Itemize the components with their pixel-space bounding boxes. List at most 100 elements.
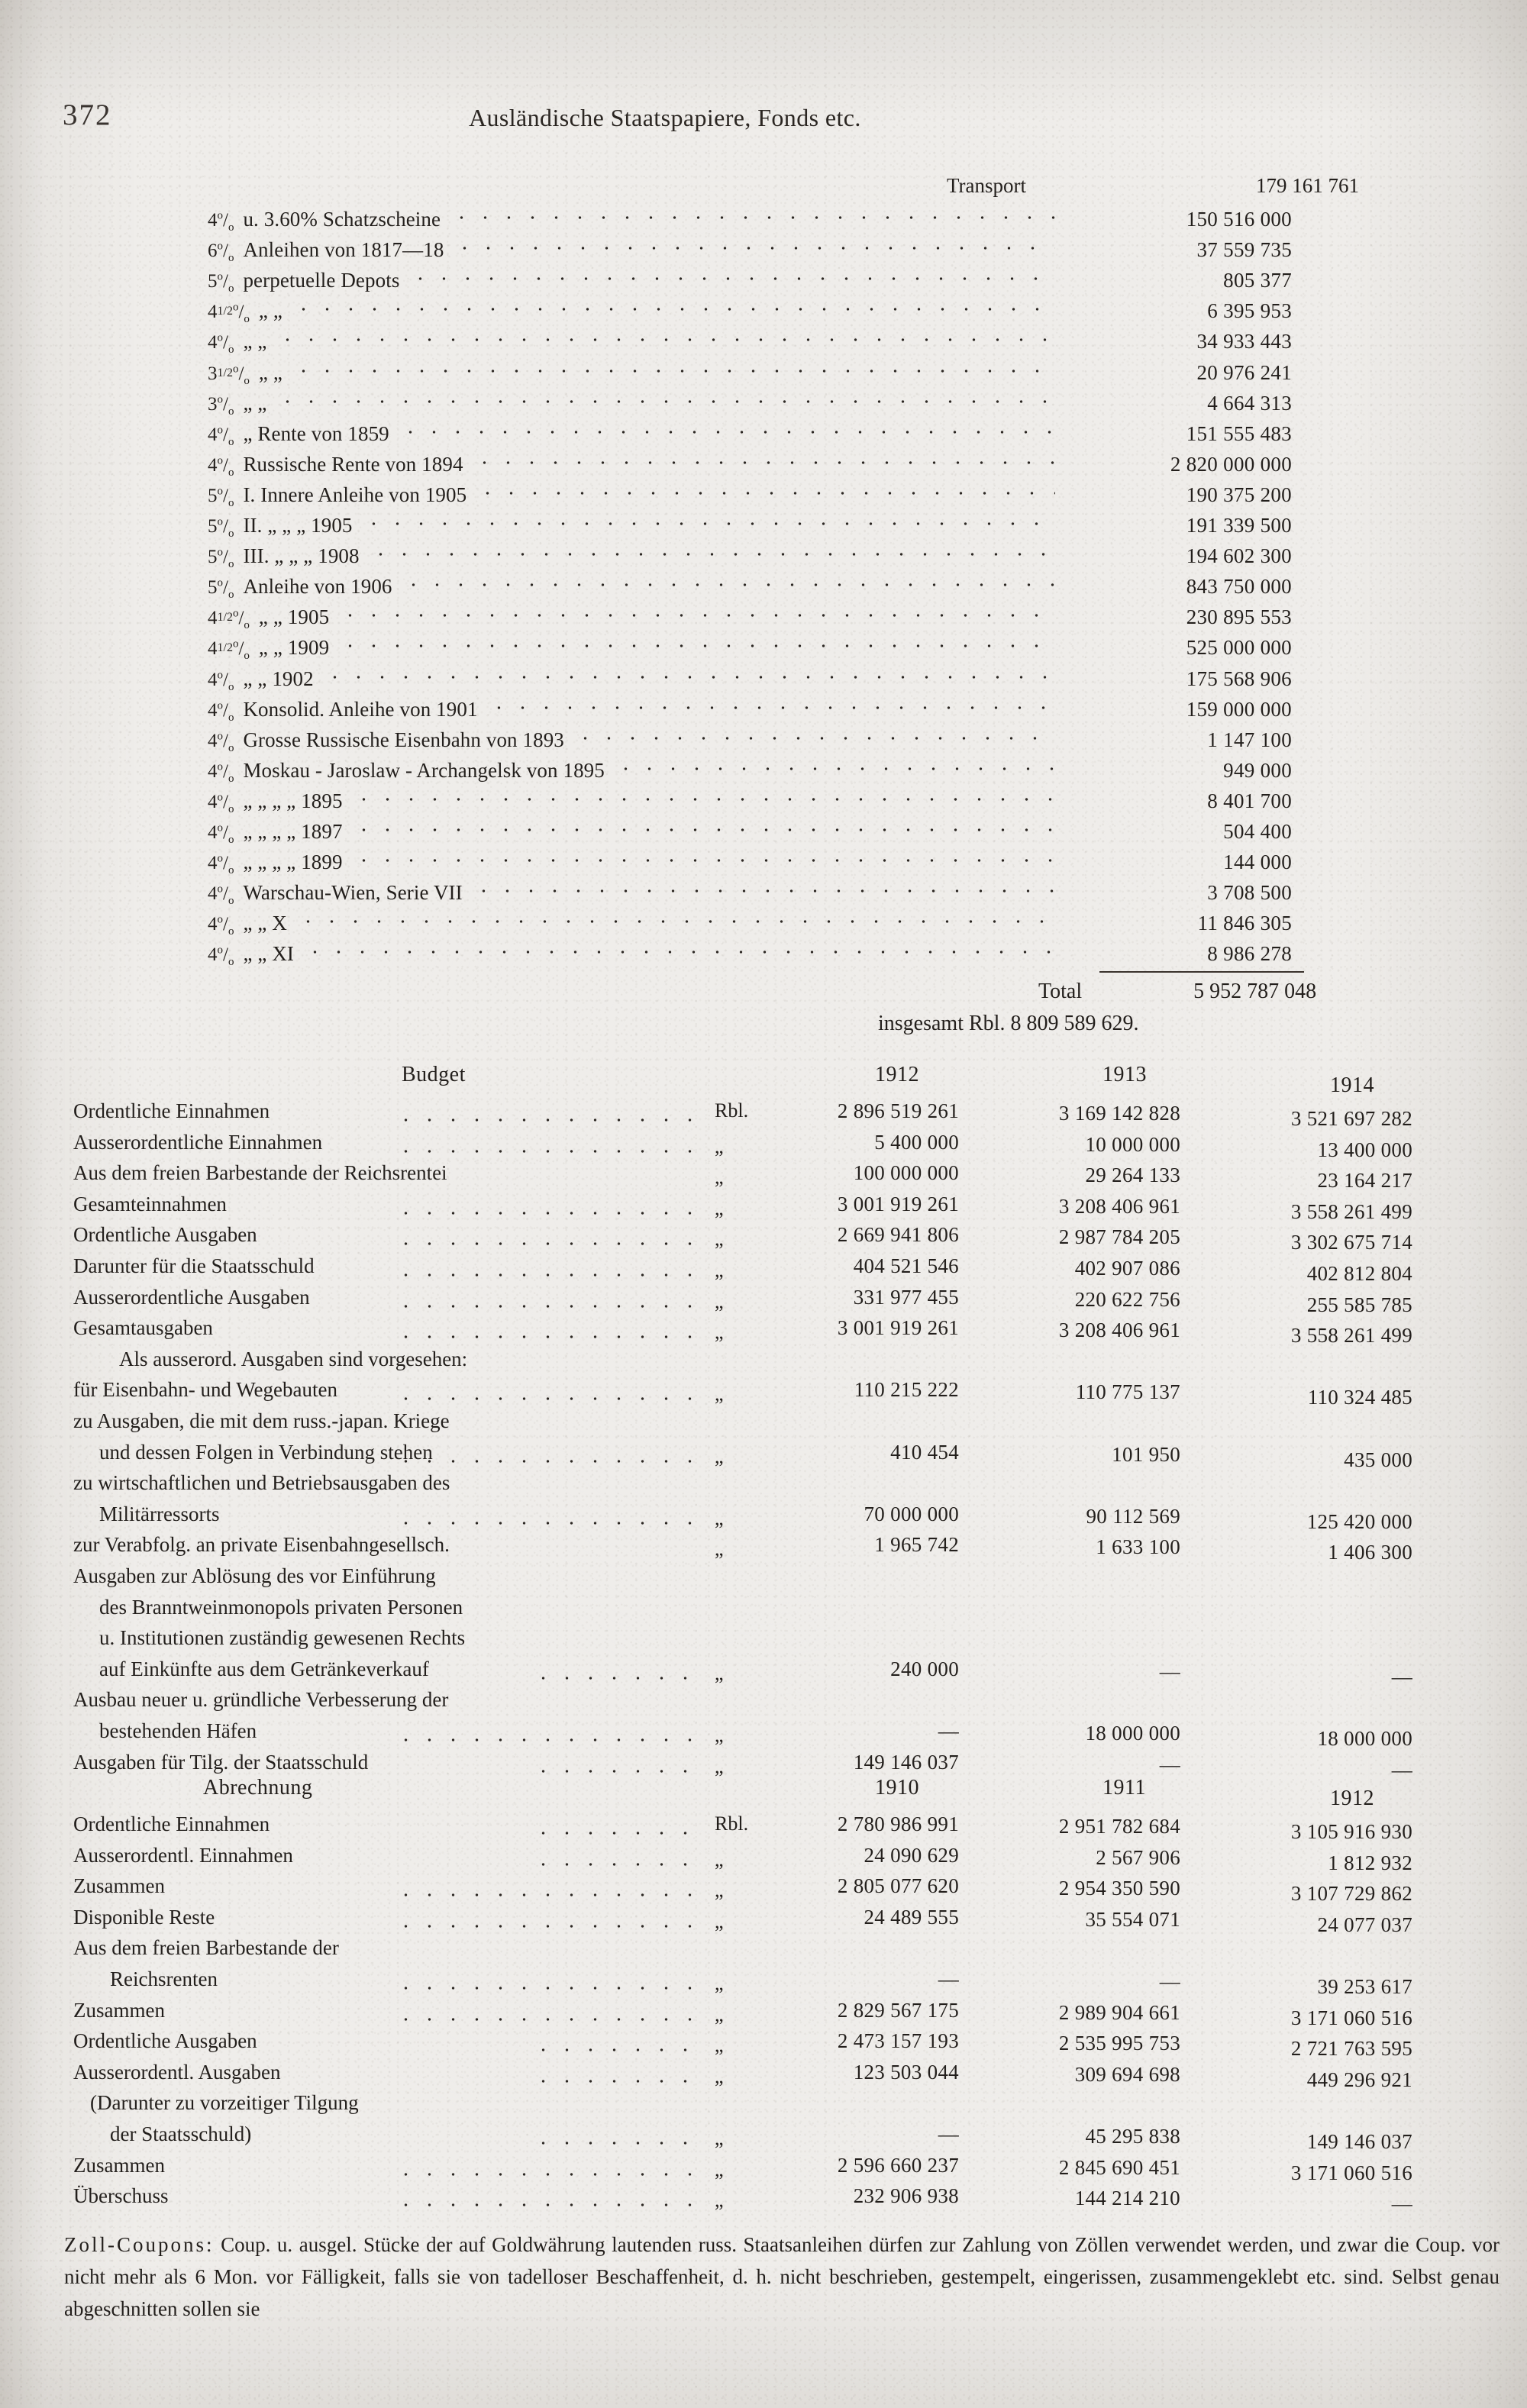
security-amount: 34 933 443	[1196, 330, 1292, 353]
column-year-header: 1912	[1330, 1787, 1374, 1810]
table-cell: —	[938, 1967, 959, 1990]
security-label: Moskau - Jaroslaw - Archangelsk von 1895	[243, 758, 605, 782]
budget-table: Budget 1912 1913 1914 Ordentliche Einnahmen R…	[73, 1063, 1493, 1781]
table-row: zur Verabfolg. an private Eisenbahngesel…	[73, 1533, 1493, 1564]
dot-leader	[394, 1736, 692, 1744]
dot-leader	[408, 275, 1055, 283]
security-rate: 4o/o	[208, 913, 234, 938]
row-label: Gesamtausgaben	[73, 1316, 213, 1340]
column-year-header: 1911	[1102, 1776, 1146, 1800]
security-amount: 11 846 305	[1197, 912, 1292, 935]
table-cell: —	[1391, 2192, 1412, 2216]
row-label: Zusammen	[73, 2153, 165, 2177]
security-label: „ „ „ „ 1899	[243, 851, 343, 874]
page-folio-number: 372	[63, 98, 112, 131]
row-unit: „	[715, 1972, 724, 1994]
table-cell: 2 473 157 193	[837, 2029, 959, 2053]
security-row: 4o/o „ „ XI 8 986 278	[208, 942, 1292, 968]
dot-leader	[361, 520, 1055, 528]
table-row: Zusammen „ 2 829 567 175 2 989 904 661 3 171…	[73, 1999, 1493, 2030]
total-line: Total 5 952 787 048	[1038, 980, 1316, 1004]
row-unit: „	[715, 1661, 724, 1684]
table-row: Aus dem freien Barbestande der Reichsren…	[73, 1161, 1493, 1193]
dot-leader	[531, 1767, 692, 1775]
transport-value: 179 161 761	[1256, 174, 1359, 197]
dot-leader	[472, 458, 1055, 466]
table-cell: 3 302 675 714	[1290, 1231, 1412, 1254]
dot-leader	[351, 857, 1055, 865]
table-cell: 125 420 000	[1306, 1509, 1412, 1533]
row-label: Zusammen	[73, 1998, 165, 2022]
security-row: 4o/o „ „ „ „ 1897 504 400	[208, 820, 1292, 846]
row-label: Reichsrenten	[110, 1967, 218, 1990]
security-rate: 4o/o	[208, 209, 234, 234]
security-amount: 150 516 000	[1186, 208, 1292, 231]
security-label: Warschau-Wien, Serie VII	[243, 881, 463, 905]
zoll-coupons-text: Coup. u. ausgel. Stücke der auf Goldwähr…	[64, 2233, 1500, 2320]
table-cell: 3 521 697 282	[1290, 1107, 1412, 1130]
table-cell: 255 585 785	[1306, 1293, 1412, 1316]
dot-leader	[276, 397, 1055, 405]
security-label: „ „	[243, 391, 267, 415]
table-cell: 2 567 906	[1096, 1845, 1180, 1869]
security-row: 4o/o Warschau-Wien, Serie VII 3 708 500	[208, 881, 1292, 907]
transport-label: Transport	[947, 174, 1027, 197]
row-label: und dessen Folgen in Verbindung stehen	[99, 1440, 433, 1464]
table-header: Abrechnung 1910 1911 1912	[73, 1776, 1493, 1811]
table-note: Als ausserord. Ausgaben sind vorgesehen:	[119, 1347, 468, 1370]
security-label: II. „ „ „ 1905	[243, 514, 353, 537]
row-label: für Eisenbahn- und Wegebauten	[73, 1378, 337, 1402]
table-row: Ausserordentl. Ausgaben „ 123 503 044 309 6…	[73, 2061, 1493, 2092]
security-row: 4o/o „ „ X 11 846 305	[208, 912, 1292, 938]
table-cell: 3 558 261 499	[1290, 1199, 1412, 1223]
table-cell: 2 845 690 451	[1058, 2155, 1180, 2179]
row-label: Disponible Reste	[73, 1905, 215, 1929]
security-rate: 4o/o	[208, 454, 234, 479]
security-label: Russische Rente von 1894	[243, 452, 463, 476]
security-row: 5o/o III. „ „ „ 1908 194 602 300	[208, 544, 1292, 570]
row-unit: „	[715, 1259, 724, 1281]
table-cell: 3 208 406 961	[1058, 1319, 1180, 1342]
security-label: „ „ „ „ 1897	[243, 820, 343, 843]
security-rate: 4o/o	[208, 852, 234, 877]
security-label: Konsolid. Anleihe von 1901	[243, 697, 478, 721]
row-unit: „	[715, 1444, 724, 1467]
security-amount: 151 555 483	[1186, 421, 1292, 445]
security-amount: 6 395 953	[1207, 299, 1292, 323]
row-label: bestehenden Häfen	[99, 1719, 257, 1742]
row-label: u. Institutionen zuständig gewesenen Rec…	[99, 1626, 466, 1650]
row-label: Aus dem freien Barbestande der Reichsren…	[73, 1161, 447, 1185]
table-row: bestehenden Häfen „ — 18 000 000 18 000 000	[73, 1719, 1493, 1751]
table-continuation-row: Aus dem freien Barbestande der	[73, 1936, 1493, 1967]
table-row: Reichsrenten „ — — 39 253 617	[73, 1967, 1493, 1999]
security-label: „ „	[243, 330, 267, 353]
security-label: „ „	[258, 299, 282, 323]
dot-leader	[394, 1395, 692, 1403]
dot-leader	[295, 918, 1055, 926]
table-row: Gesamteinnahmen „ 3 001 919 261 3 208 406 9…	[73, 1193, 1493, 1224]
table-row: Zusammen „ 2 805 077 620 2 954 350 590 3 107…	[73, 1874, 1493, 1906]
row-label: Ausserordentliche Ausgaben	[73, 1285, 310, 1309]
column-year-header: 1912	[875, 1063, 919, 1086]
table-row: Darunter für die Staatsschuld „ 404 521 54…	[73, 1254, 1493, 1286]
row-unit: „	[715, 2003, 724, 2025]
security-label: „ „ 1909	[258, 636, 330, 660]
table-cell: —	[1159, 1752, 1180, 1776]
security-label: perpetuelle Depots	[243, 269, 400, 292]
table-continuation-row: u. Institutionen zuständig gewesenen Rec…	[73, 1626, 1493, 1658]
security-amount: 20 976 241	[1196, 360, 1292, 384]
dot-leader	[394, 2015, 692, 2023]
table-cell: 2 989 904 661	[1058, 2000, 1180, 2024]
table-cell: 331 977 455	[853, 1285, 959, 1309]
dot-leader	[613, 764, 1055, 773]
row-label: Überschuss	[73, 2184, 169, 2208]
table-cell: 2 535 995 753	[1058, 2032, 1180, 2055]
dot-leader	[531, 1860, 692, 1868]
row-label: Ausserordentliche Einnahmen	[73, 1130, 323, 1154]
security-row: 3o/o „ „ 4 664 313	[208, 391, 1292, 418]
table-row: Ausserordentl. Einnahmen „ 24 090 629 2 567…	[73, 1844, 1493, 1875]
table-cell: 18 000 000	[1085, 1722, 1180, 1745]
table-cell: 232 906 938	[853, 2184, 959, 2208]
table-cell: —	[938, 2122, 959, 2145]
table-cell: 70 000 000	[864, 1502, 959, 1525]
